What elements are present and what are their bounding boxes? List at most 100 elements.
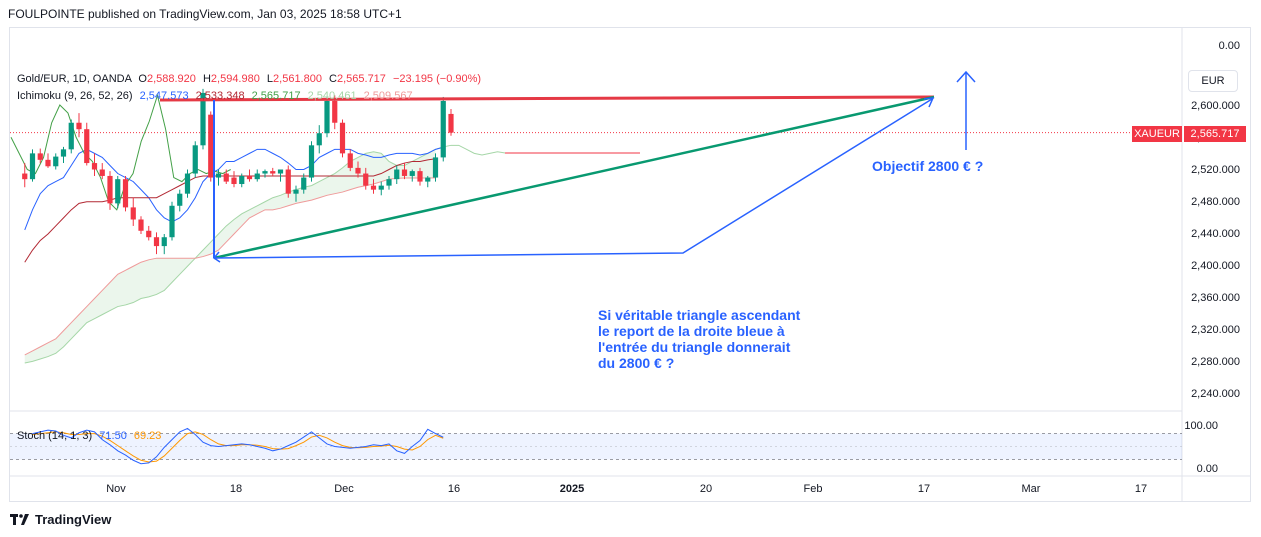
span-b-line [24,177,436,356]
candle [394,165,400,185]
time-tick-label: Feb [804,483,823,495]
price-tick-label: 2,240.000 [1191,388,1240,400]
ichimoku-chikou-value: 2,565.717 [251,90,301,102]
price-axis: 0.002,600.0002,560.0002,520.0002,480.000… [1191,40,1240,400]
footer-brand[interactable]: TradingView [10,512,111,527]
brand-name: TradingView [35,512,112,527]
candle-body [200,92,206,146]
candle-body [246,175,253,180]
candle [169,201,175,241]
candle [347,149,353,172]
candle-body [130,207,136,220]
price-tick-label: 2,320.000 [1191,324,1240,336]
candle [262,169,268,178]
candle [231,171,237,188]
candle [316,125,322,154]
price-tick-label: 0.00 [1219,40,1240,52]
candle [417,167,423,186]
candle-body [239,175,245,185]
candle [99,163,105,180]
candle-body [378,185,384,190]
legend-high-key: H [202,73,211,85]
span-a-line [24,144,506,364]
note-line: Si véritable triangle ascendant [598,307,801,323]
candle [122,175,129,212]
legend-symbol[interactable]: Gold/EUR, 1D, OANDA [17,73,132,85]
candle-body [60,149,67,157]
ichimoku-tenkan-value: 2,547.573 [139,90,189,102]
candle [53,153,59,170]
candle-body [363,173,369,186]
currency-button[interactable]: EUR [1188,70,1238,92]
projection-arrow-head [923,97,935,108]
triangle-note[interactable]: Si véritable triangle ascendant le repor… [598,307,858,371]
time-tick-label: 2025 [560,483,584,495]
candle-body [153,237,160,247]
legend-open: 2,588.920 [146,73,196,85]
time-tick-label: Nov [106,483,126,495]
legend-close: 2,565.717 [336,73,386,85]
candle-body [285,169,291,194]
stoch-name: Stoch (14, 1, 3) [17,430,93,442]
candle-body [138,219,144,231]
candle-body [146,230,152,238]
candle [432,153,439,182]
candle-body [301,177,307,190]
candle-body [84,129,90,164]
stoch-k-value: 71.50 [99,430,127,442]
candle [45,153,51,168]
objective-annotation[interactable]: Objectif 2800 € ? [872,158,984,174]
note-line: le report de la droite bleue à [598,323,785,339]
candle-body [29,153,36,180]
candle [301,173,307,194]
legend-ohlc: Gold/EUR, 1D, OANDA O2,588.920 H2,594.98… [17,73,481,85]
candle-body [347,153,353,168]
candle [239,173,245,188]
ichimoku-kijun-value: 2,533.348 [195,90,245,102]
candle-body [293,189,299,194]
candle [308,141,315,182]
candle-body [22,173,28,180]
candle [401,163,408,180]
candle-body [254,173,260,180]
candle [161,234,167,255]
candle-body [262,171,268,174]
candle-body [91,163,98,170]
projection-path [213,98,933,259]
legend-open-key: O [138,73,147,85]
ichimoku-span-b-value: 2,509.567 [363,90,413,102]
candle [246,169,253,182]
candle-body [37,153,43,160]
candle [386,175,392,190]
chart-frame [9,27,1251,502]
resistance-line [159,95,935,102]
time-tick-label: 16 [448,483,460,495]
candle [440,96,446,162]
candle [215,169,222,186]
candle-body [440,100,446,158]
candle-body [394,169,400,180]
price-tick-label: 2,520.000 [1191,164,1240,176]
ichimoku-span-a-value: 2,540.461 [307,90,357,102]
ichimoku-cloud [24,144,506,364]
candle [138,216,144,234]
candle-body [53,156,59,167]
candle-body [401,169,408,176]
legend-ichimoku[interactable]: Ichimoku (9, 26, 52, 26) 2,547.573 2,533… [17,90,413,102]
candle [184,169,191,198]
projection-arrow-head [212,251,221,263]
candle [339,119,346,158]
candle [68,119,74,154]
candle-body [270,171,276,174]
candle-body [107,175,113,204]
candle [153,232,160,255]
legend-stoch[interactable]: Stoch (14, 1, 3) 71.50 69.23 [17,430,161,442]
candle-body [417,171,423,182]
legend-low-key: L [266,73,274,85]
candle [208,111,214,182]
price-tick-label: 2,360.000 [1191,292,1240,304]
ichimoku-name: Ichimoku (9, 26, 52, 26) [17,90,133,102]
candle [115,175,121,209]
candle [293,185,299,202]
